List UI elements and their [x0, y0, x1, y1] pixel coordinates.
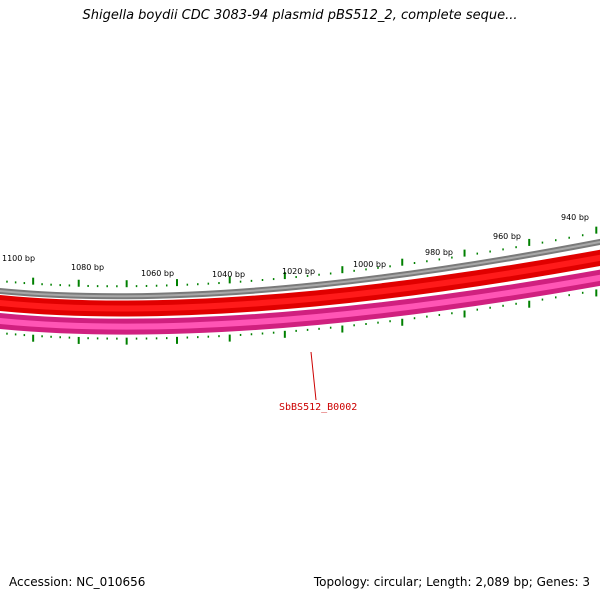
tick-label: 1060 bp	[141, 269, 174, 278]
gene-label-leader-line	[310, 351, 317, 401]
gene-label[interactable]: SbBS512_B0002	[279, 402, 357, 413]
tick-label: 1100 bp	[2, 254, 35, 263]
forward-gene-track-highlight	[0, 254, 600, 312]
tick-label: 960 bp	[493, 232, 521, 241]
backbone-highlight	[0, 240, 600, 298]
outer-tick-marks	[6, 226, 598, 288]
inner-tick-marks	[6, 289, 598, 345]
tick-label: 940 bp	[561, 213, 589, 222]
accession-text: Accession: NC_010656	[9, 575, 146, 589]
map-title: Shigella boydii CDC 3083-94 plasmid pBS5…	[82, 8, 518, 23]
topology-summary: Topology: circular; Length: 2,089 bp; Ge…	[313, 575, 590, 589]
tick-label: 1040 bp	[212, 270, 245, 279]
tick-label: 1080 bp	[71, 263, 104, 272]
tick-label: 980 bp	[425, 248, 453, 257]
tick-label: 1000 bp	[353, 260, 386, 269]
reverse-gene-track-highlight	[0, 274, 600, 330]
tick-labels: 1100 bp 1080 bp 1060 bp 1040 bp 1020 bp …	[2, 213, 589, 279]
tick-label: 1020 bp	[282, 267, 315, 276]
